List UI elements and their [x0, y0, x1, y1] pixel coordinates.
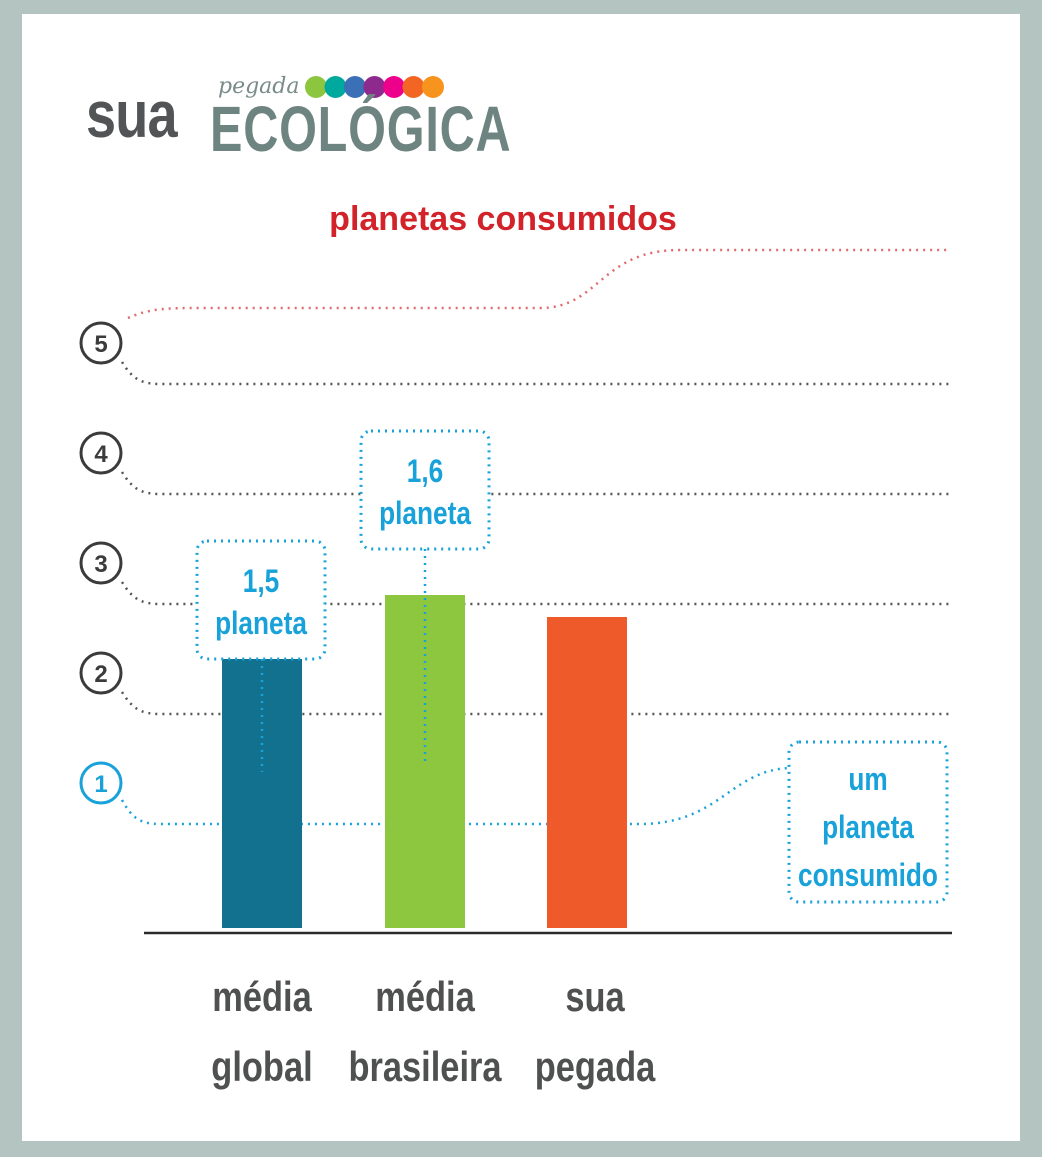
callout-text: planeta	[822, 811, 914, 846]
callout-3: um planeta consumido	[787, 740, 949, 904]
y-tick-circle	[79, 321, 123, 365]
callout-box	[195, 539, 327, 661]
y-tick-label: 1	[94, 771, 107, 798]
logo-icon-dot	[324, 76, 347, 98]
x-category-label: brasileira	[348, 1044, 502, 1091]
x-category-label: sua	[565, 974, 625, 1021]
x-category-label: média	[212, 974, 312, 1021]
bar-3	[547, 617, 627, 928]
logo-icon-dot	[422, 76, 444, 98]
y-tick-circle	[79, 431, 123, 475]
brand-prefix: sua	[86, 77, 178, 151]
y-tick-label: 4	[94, 441, 108, 468]
callout-text: um	[848, 763, 887, 798]
infographic-card: sua pegada ECOLÓGICA	[22, 14, 1020, 1141]
y-tick-circle	[79, 761, 123, 805]
logo-icon-dot	[344, 76, 366, 98]
logo-icon-dot	[363, 76, 386, 98]
callout-1: 1,5 planeta	[195, 539, 327, 772]
logo-icon-dot	[402, 76, 425, 98]
logo-icon-dot	[383, 76, 405, 98]
logo-small-text: pegada	[218, 74, 300, 99]
callout-text: planeta	[215, 607, 307, 642]
callout-text: 1,6	[407, 455, 443, 490]
one-planet-line	[120, 766, 791, 826]
gridline	[120, 361, 952, 386]
y-tick-circle	[79, 541, 123, 585]
logo-icon-dot	[305, 76, 327, 98]
y-tick-label: 2	[94, 661, 107, 688]
y-tick-label: 3	[94, 551, 107, 578]
x-category-label: global	[211, 1044, 312, 1091]
y-tick-circle	[79, 651, 123, 695]
x-category-label: média	[375, 974, 475, 1021]
callout-text: planeta	[379, 497, 471, 532]
callout-box	[359, 429, 491, 551]
bar-2	[385, 595, 465, 928]
callout-box	[787, 740, 949, 904]
chart-title: planetas consumidos	[329, 200, 677, 238]
x-category-label: pegada	[535, 1044, 656, 1091]
callout-text: consumido	[798, 859, 938, 894]
y-tick-label: 5	[94, 331, 107, 358]
gridline	[120, 471, 952, 496]
logo-main-text: ECOLÓGICA	[210, 93, 512, 165]
planet-limit-line	[127, 248, 948, 320]
logo-icons	[305, 76, 444, 98]
callout-2: 1,6 planeta	[359, 429, 491, 762]
callout-text: 1,5	[243, 565, 279, 600]
